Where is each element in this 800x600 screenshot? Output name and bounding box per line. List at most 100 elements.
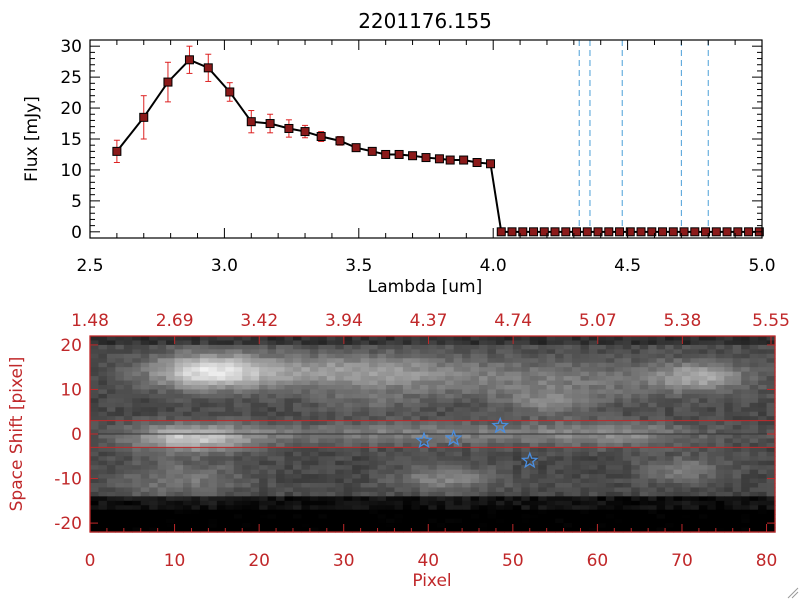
top-y-tick-label: 30 — [60, 37, 82, 57]
data-point — [316, 132, 326, 142]
heatmap-top-tick-label: 5.38 — [663, 311, 701, 331]
data-point — [615, 227, 625, 237]
heatmap-y-tick-label: -20 — [54, 514, 82, 534]
heatmap-x-tick-label: 80 — [756, 551, 778, 571]
data-point — [550, 227, 560, 237]
heatmap-y-ticks: -20 -10 0 10 20 — [54, 336, 775, 534]
top-x-axis-label: Lambda [um] — [368, 277, 482, 297]
top-x-tick-label: 4.0 — [480, 256, 507, 276]
heatmap-top-tick-label: 1.48 — [71, 311, 109, 331]
heatmap-x-axis-label: Pixel — [412, 571, 451, 591]
data-point — [139, 112, 149, 122]
top-y-axis-label: Flux [mJy] — [22, 96, 42, 182]
heatmap-x-tick-label: 10 — [164, 551, 186, 571]
data-point — [434, 154, 444, 164]
heatmap-stars — [415, 416, 539, 469]
heatmap-top-tick-label: 5.07 — [579, 311, 617, 331]
data-point — [381, 149, 391, 159]
data-point — [733, 227, 743, 237]
data-point — [658, 227, 668, 237]
data-point — [679, 227, 689, 237]
heatmap-x-tick-label: 60 — [587, 551, 609, 571]
heatmap-top-tick-label: 4.74 — [494, 311, 532, 331]
data-point — [604, 227, 614, 237]
heatmap-x-tick-label: 40 — [417, 551, 439, 571]
resize-grip-icon[interactable] — [787, 587, 799, 599]
data-point — [486, 159, 496, 169]
data-point — [112, 146, 122, 156]
star-marker-icon — [444, 429, 463, 446]
data-point — [472, 158, 482, 168]
data-point — [507, 227, 517, 237]
data-point — [408, 151, 418, 161]
heatmap-x-tick-label: 50 — [502, 551, 524, 571]
heatmap-top-tick-label: 3.42 — [240, 311, 278, 331]
heatmap-y-axis-label: Space Shift [pixel] — [7, 357, 27, 512]
data-point — [265, 119, 275, 129]
top-y-tick-label: 15 — [60, 130, 82, 150]
top-y-tick-label: 10 — [60, 161, 82, 181]
data-point — [722, 227, 732, 237]
heatmap-y-tick-label: 0 — [71, 425, 82, 445]
heatmap-x-tick-label: 0 — [85, 551, 96, 571]
top-x-tick-label: 3.5 — [345, 256, 372, 276]
top-y-tick-label: 5 — [71, 192, 82, 212]
data-point — [701, 227, 711, 237]
data-point — [529, 227, 539, 237]
heatmap-x-ticks: 0 10 20 30 40 50 60 70 80 — [85, 524, 778, 571]
top-x-tick-label: 4.5 — [614, 256, 641, 276]
data-point — [459, 155, 469, 165]
data-point — [394, 149, 404, 159]
data-point — [367, 146, 377, 156]
top-series — [112, 45, 764, 237]
data-point — [561, 227, 571, 237]
top-x-tick-label: 2.5 — [76, 256, 103, 276]
data-point — [636, 227, 646, 237]
heatmap-top-tick-label: 2.69 — [156, 311, 194, 331]
data-point — [351, 143, 361, 153]
star-marker-icon — [520, 451, 539, 469]
data-point — [582, 227, 592, 237]
star-marker-icon — [415, 431, 433, 449]
top-plot-frame — [89, 39, 763, 239]
data-point — [690, 227, 700, 237]
plot-title: 2201176.155 — [358, 9, 492, 33]
heatmap-top-ticks: 1.48 2.69 3.42 3.94 4.37 4.74 5.07 5.38 5.55 — [71, 311, 790, 344]
heatmap-x-tick-label: 30 — [333, 551, 355, 571]
data-point — [445, 155, 455, 165]
heatmap-x-tick-label: 70 — [671, 551, 693, 571]
data-point — [572, 227, 582, 237]
data-point — [184, 55, 194, 65]
data-point — [518, 227, 528, 237]
top-y-tick-label: 20 — [60, 99, 82, 119]
data-point — [711, 227, 721, 237]
top-y-tick-label: 0 — [71, 223, 82, 243]
data-point — [539, 227, 549, 237]
top-x-ticks: 2.5 3.0 3.5 4.0 4.5 5.0 — [76, 40, 776, 276]
heatmap-x-tick-label: 20 — [248, 551, 270, 571]
data-point — [744, 227, 754, 237]
top-x-tick-label: 5.0 — [748, 256, 775, 276]
top-x-tick-label: 3.0 — [211, 256, 238, 276]
top-y-ticks: 0 5 10 15 20 25 30 — [60, 37, 762, 243]
data-point — [246, 117, 256, 127]
data-point — [163, 77, 173, 87]
heatmap-top-tick-label: 3.94 — [325, 311, 363, 331]
data-point — [225, 87, 235, 97]
star-marker-icon — [491, 416, 510, 434]
top-vertical-lines — [578, 40, 709, 238]
data-point — [421, 153, 431, 163]
heatmap-y-tick-label: 10 — [60, 380, 82, 400]
data-point — [335, 136, 345, 146]
heatmap-top-tick-label: 5.55 — [752, 311, 790, 331]
heatmap-y-tick-label: -10 — [54, 470, 82, 490]
heatmap-image — [90, 336, 776, 533]
data-point — [300, 127, 310, 137]
heatmap-y-tick-label: 20 — [60, 336, 82, 356]
data-point — [496, 227, 506, 237]
flux-line — [116, 58, 760, 233]
data-point — [284, 123, 294, 133]
data-point — [668, 227, 678, 237]
data-point — [593, 227, 603, 237]
